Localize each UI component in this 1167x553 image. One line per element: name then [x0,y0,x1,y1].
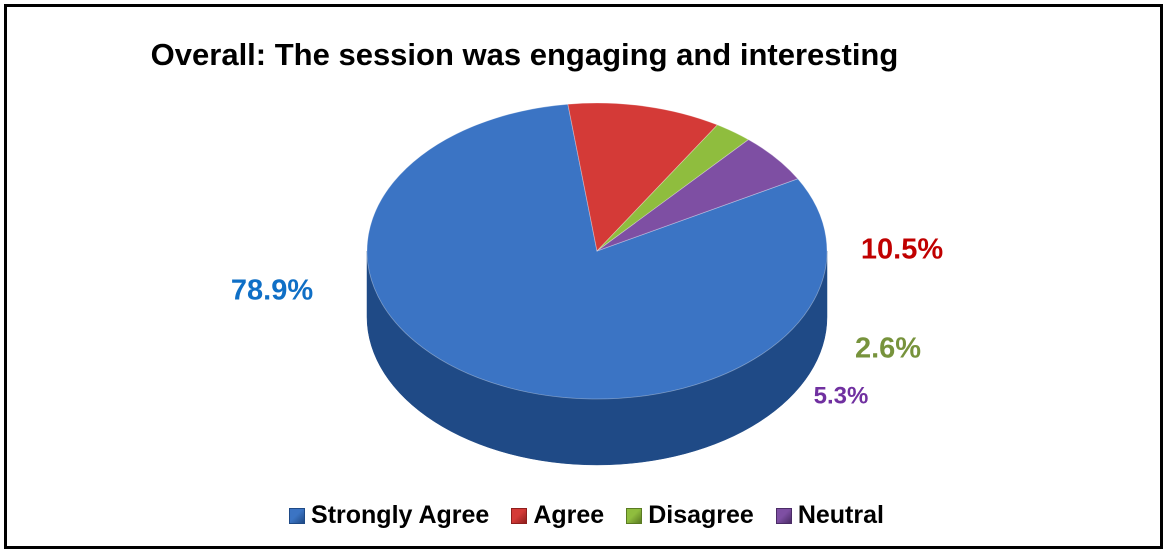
legend-item-neutral: Neutral [775,501,884,530]
legend-label-strongly-agree: Strongly Agree [311,501,490,529]
pie-slice-disagree [596,124,750,252]
legend-item-disagree: Disagree [626,501,754,530]
pie-chart: 78.9% 10.5% 2.6% 5.3% [231,102,943,466]
pie-top-faces [366,102,828,400]
data-label-disagree: 2.6% [855,333,921,365]
legend-item-agree: Agree [511,501,604,530]
data-label-agree: 10.5% [861,234,943,266]
legend-swatch-agree [511,507,528,524]
legend: Strongly Agree Agree Disagree Neutral [7,501,1160,530]
legend-swatch-disagree [626,507,643,524]
legend-swatch-strongly-agree [289,507,306,524]
pie-slice-agree [567,102,719,252]
pie-slice-strongly-agree [366,103,828,400]
chart-title: Overall: The session was engaging and in… [150,37,899,72]
legend-label-agree: Agree [533,501,605,529]
legend-label-disagree: Disagree [648,501,754,529]
pie-slice-neutral [596,139,799,252]
legend-swatch-neutral [775,507,792,524]
data-label-strongly-agree: 78.9% [231,275,313,307]
legend-item-strongly-agree: Strongly Agree [289,501,489,530]
data-label-neutral: 5.3% [814,382,869,409]
legend-label-neutral: Neutral [797,501,884,529]
chart-frame: Overall: The session was engaging and in… [4,4,1163,549]
